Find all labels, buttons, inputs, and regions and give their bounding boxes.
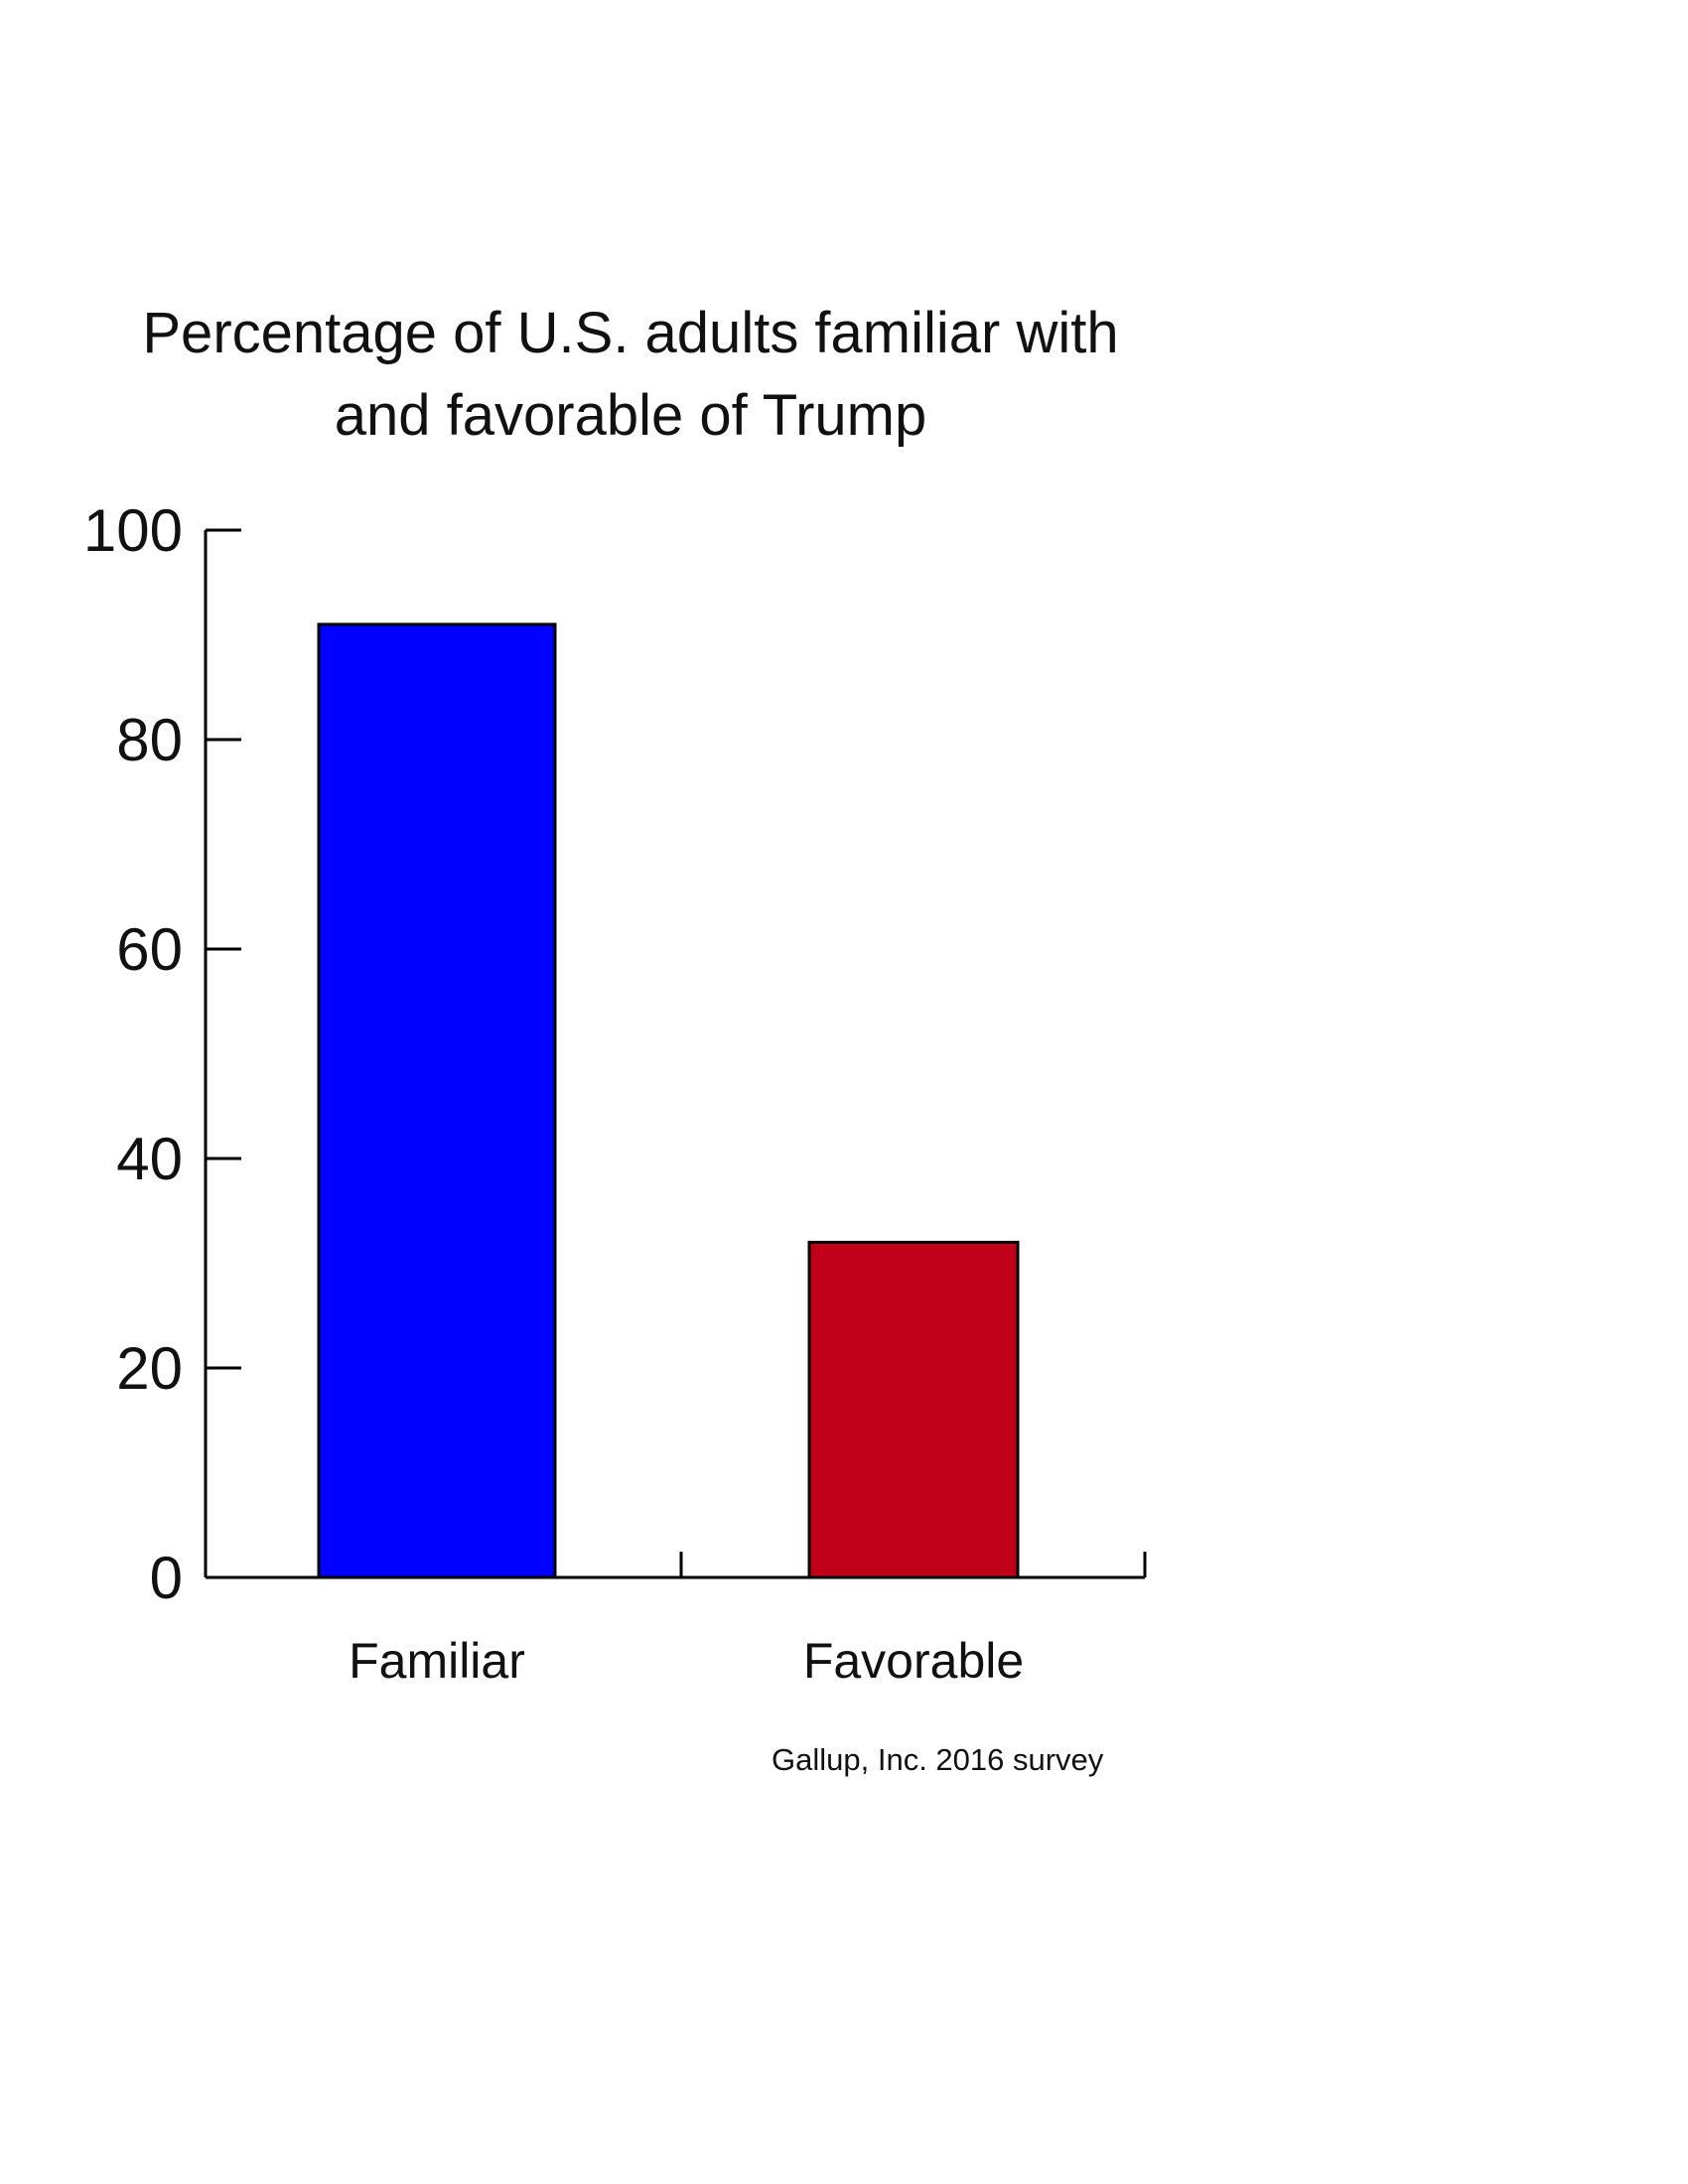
category-label-favorable: Favorable	[803, 1633, 1024, 1689]
y-tick-label-60: 60	[116, 916, 183, 983]
y-tick-label-20: 20	[116, 1335, 183, 1402]
chart-title-line-1: Percentage of U.S. adults familiar with	[142, 301, 1118, 365]
source-note: Gallup, Inc. 2016 survey	[772, 1742, 1104, 1777]
category-label-familiar: Familiar	[349, 1633, 525, 1689]
y-tick-label-80: 80	[116, 707, 183, 773]
y-tick-label-40: 40	[116, 1126, 183, 1192]
bar-familiar	[317, 622, 557, 1579]
bars-layer	[317, 622, 1020, 1579]
axes-layer	[204, 528, 1147, 1579]
bar-favorable	[807, 1240, 1020, 1579]
y-tick-label-0: 0	[150, 1545, 183, 1611]
y-tick-label-100: 100	[83, 497, 183, 564]
labels-layer: 0 20 40 60 80 100 Familiar Favorable	[83, 497, 1024, 1689]
chart-title-line-2: and favorable of Trump	[335, 383, 926, 448]
